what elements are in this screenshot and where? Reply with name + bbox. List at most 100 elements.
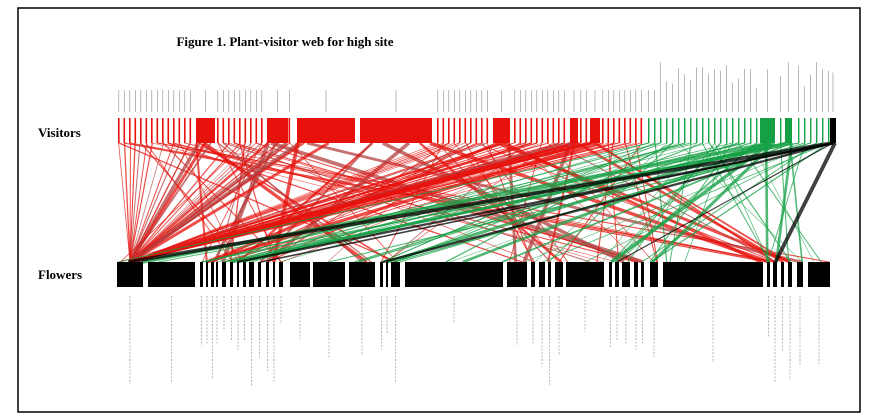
visitor-node bbox=[288, 118, 291, 143]
visitor-node bbox=[726, 118, 728, 143]
visitor-node bbox=[558, 118, 560, 143]
flower-node bbox=[222, 262, 226, 287]
visitor-node bbox=[660, 118, 662, 143]
link bbox=[230, 142, 246, 263]
links bbox=[117, 141, 837, 264]
flower-node bbox=[788, 262, 792, 287]
visitor-node bbox=[684, 118, 686, 143]
visitor-node bbox=[785, 118, 792, 143]
flower-node bbox=[663, 262, 763, 287]
flowers-label: Flowers bbox=[38, 267, 82, 282]
link bbox=[129, 142, 212, 263]
visitor-node bbox=[624, 118, 626, 143]
link bbox=[127, 141, 834, 264]
figure-title: Figure 1. Plant-visitor web for high sit… bbox=[176, 34, 393, 49]
flower-node bbox=[767, 262, 770, 287]
flower-node bbox=[797, 262, 803, 287]
link bbox=[129, 141, 505, 264]
link bbox=[445, 142, 674, 263]
visitor-node bbox=[261, 118, 263, 143]
visitor-node bbox=[239, 118, 241, 143]
visitor-node bbox=[552, 118, 555, 143]
link bbox=[201, 142, 786, 263]
flower-node bbox=[405, 262, 503, 287]
visitor-node bbox=[360, 118, 432, 143]
flower-node bbox=[507, 262, 527, 287]
link bbox=[585, 142, 823, 263]
link bbox=[380, 142, 662, 263]
visitor-node bbox=[602, 118, 604, 143]
flower-node bbox=[386, 262, 388, 287]
visitor-node bbox=[162, 118, 164, 143]
visitor-node bbox=[750, 118, 752, 143]
visitor-node bbox=[756, 118, 758, 143]
link bbox=[145, 142, 234, 263]
link bbox=[118, 142, 131, 263]
visitor-node bbox=[830, 118, 836, 143]
flower-node bbox=[279, 262, 283, 287]
link bbox=[129, 142, 154, 263]
flower-node bbox=[211, 262, 214, 287]
flower-node bbox=[566, 262, 604, 287]
flower-node bbox=[237, 262, 239, 287]
visitor-node bbox=[222, 118, 225, 143]
visitor-node bbox=[672, 118, 674, 143]
visitor-node bbox=[618, 118, 621, 143]
visitor-node bbox=[525, 118, 527, 143]
link bbox=[764, 142, 769, 263]
visitor-node bbox=[530, 118, 533, 143]
visitor-node bbox=[244, 118, 247, 143]
flower-node bbox=[622, 262, 630, 287]
visitor-node bbox=[810, 118, 812, 143]
link bbox=[236, 142, 649, 263]
visitor-node bbox=[585, 118, 588, 143]
link bbox=[120, 142, 246, 263]
flower-node bbox=[808, 262, 830, 287]
flower-node bbox=[539, 262, 545, 287]
flower-node bbox=[249, 262, 254, 287]
visitor-node bbox=[702, 118, 704, 143]
link bbox=[260, 142, 832, 263]
visitor-node bbox=[804, 118, 806, 143]
visitor-node bbox=[481, 118, 483, 143]
flower-node bbox=[230, 262, 233, 287]
link bbox=[524, 142, 817, 263]
visitor-node bbox=[828, 118, 830, 143]
flower-node bbox=[148, 262, 195, 287]
flower-node bbox=[391, 262, 400, 287]
visitor-node bbox=[470, 118, 472, 143]
visitor-node bbox=[547, 118, 549, 143]
visitor-node bbox=[635, 118, 637, 143]
link bbox=[128, 141, 301, 264]
visitor-node bbox=[629, 118, 632, 143]
visitor-node bbox=[145, 118, 148, 143]
link bbox=[542, 142, 829, 263]
visitor-node bbox=[464, 118, 467, 143]
flower-node bbox=[273, 262, 275, 287]
link bbox=[118, 142, 398, 263]
visitor-node bbox=[255, 118, 258, 143]
visitor-node bbox=[536, 118, 538, 143]
flower-node bbox=[313, 262, 345, 287]
visitor-node bbox=[184, 118, 186, 143]
visitor-node bbox=[732, 118, 734, 143]
visitor-node bbox=[654, 118, 656, 143]
link bbox=[117, 142, 650, 263]
link bbox=[129, 142, 241, 263]
visitor-node bbox=[607, 118, 610, 143]
visitor-node bbox=[798, 118, 800, 143]
visitor-node bbox=[696, 118, 698, 143]
visitor-node bbox=[459, 118, 461, 143]
flower-node bbox=[641, 262, 644, 287]
link bbox=[773, 142, 837, 263]
visitor-node bbox=[541, 118, 544, 143]
link bbox=[129, 142, 141, 263]
link bbox=[624, 142, 658, 263]
visitor-node bbox=[156, 118, 159, 143]
flower-node bbox=[548, 262, 551, 287]
visitors-label: Visitors bbox=[38, 125, 81, 140]
visitor-node bbox=[267, 118, 288, 143]
flower-node bbox=[200, 262, 203, 287]
